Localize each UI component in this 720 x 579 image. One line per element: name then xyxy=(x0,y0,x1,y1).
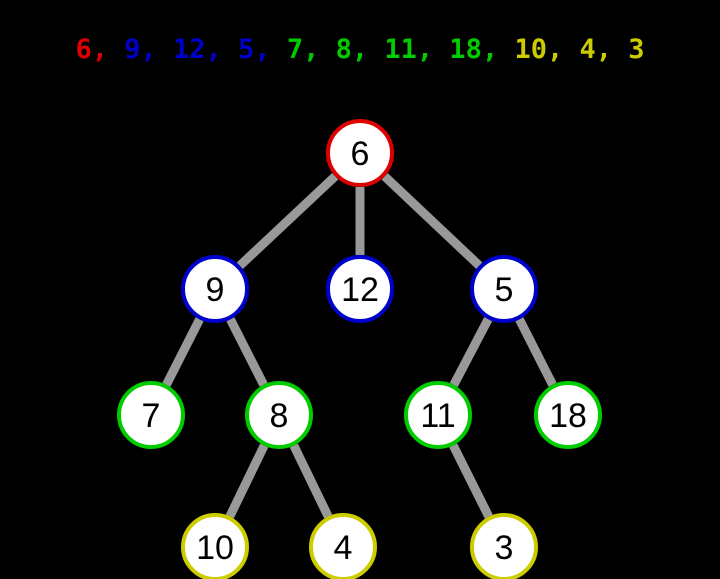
sequence-item-11: 11 xyxy=(384,34,417,65)
sequence-item-3: 3 xyxy=(628,34,644,65)
tree-node-18: 18 xyxy=(534,381,602,449)
node-circle xyxy=(181,255,249,323)
sequence-item-9: 9 xyxy=(124,34,140,65)
node-label: 11 xyxy=(420,397,455,435)
sequence-separator: , xyxy=(303,34,336,65)
node-label: 5 xyxy=(495,271,514,309)
node-label: 10 xyxy=(196,529,234,567)
node-circle xyxy=(245,381,313,449)
node-label: 4 xyxy=(334,529,353,567)
sequence-item-5: 5 xyxy=(238,34,254,65)
sequence-separator: , xyxy=(141,34,174,65)
tree-node-12: 12 xyxy=(326,255,394,323)
sequence-item-12: 12 xyxy=(173,34,206,65)
node-label: 18 xyxy=(549,397,587,435)
tree-node-3: 3 xyxy=(470,513,538,579)
edge-n9-n7 xyxy=(162,317,204,387)
tree-nodes: 6 9 12 5 7 8 11 18 10 4 3 xyxy=(117,119,602,579)
tree-node-10: 10 xyxy=(181,513,249,579)
tree-node-4: 4 xyxy=(309,513,377,579)
sequence-item-18: 18 xyxy=(449,34,482,65)
sequence-separator: , xyxy=(596,34,629,65)
sequence-item-6: 6 xyxy=(75,34,91,65)
node-label: 8 xyxy=(270,397,289,435)
edge-n11-n3 xyxy=(449,443,493,519)
node-circle xyxy=(309,513,377,579)
edge-n8-n4 xyxy=(289,443,333,519)
edge-n6-n5 xyxy=(381,173,483,269)
tree-node-8: 8 xyxy=(245,381,313,449)
node-circle xyxy=(181,513,249,579)
node-label: 7 xyxy=(142,397,161,435)
node-circle xyxy=(117,381,185,449)
tree-node-11: 11 xyxy=(404,381,472,449)
edge-n5-n11 xyxy=(449,317,493,387)
tree-node-9: 9 xyxy=(181,255,249,323)
node-label: 3 xyxy=(495,529,514,567)
sequence-item-10: 10 xyxy=(514,34,547,65)
sequence-item-4: 4 xyxy=(579,34,595,65)
edge-n9-n8 xyxy=(226,317,268,387)
node-circle xyxy=(470,513,538,579)
tree-node-5: 5 xyxy=(470,255,538,323)
sequence-item-7: 7 xyxy=(287,34,303,65)
node-circle xyxy=(404,381,472,449)
bfs-sequence: 6, 9, 12, 5, 7, 8, 11, 18, 10, 4, 3 xyxy=(75,34,644,65)
node-circle xyxy=(470,255,538,323)
node-circle xyxy=(326,119,394,187)
sequence-separator: , xyxy=(254,34,287,65)
edge-n5-n18 xyxy=(515,317,557,387)
edge-n6-n9 xyxy=(236,172,339,270)
node-circle xyxy=(326,255,394,323)
tree-node-6: 6 xyxy=(326,119,394,187)
node-label: 12 xyxy=(341,271,379,309)
node-label: 6 xyxy=(351,135,370,173)
sequence-separator: , xyxy=(352,34,385,65)
sequence-separator: , xyxy=(206,34,239,65)
tree-node-7: 7 xyxy=(117,381,185,449)
sequence-item-8: 8 xyxy=(336,34,352,65)
node-circle xyxy=(534,381,602,449)
sequence-separator: , xyxy=(482,34,515,65)
sequence-separator: , xyxy=(417,34,450,65)
edge-n8-n10 xyxy=(225,443,269,519)
tree-edges xyxy=(162,172,557,519)
sequence-separator: , xyxy=(92,34,125,65)
sequence-separator: , xyxy=(547,34,580,65)
node-label: 9 xyxy=(206,271,225,309)
